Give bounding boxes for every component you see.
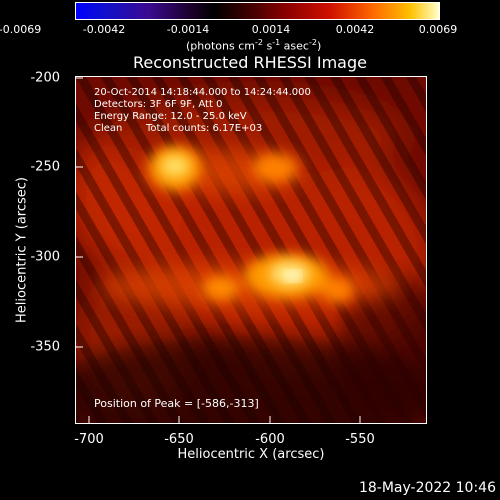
colorbar-tick: 0.0042 — [335, 23, 375, 36]
y-tick-label: -300 — [30, 249, 60, 265]
y-axis-title: Heliocentric Y (arcsec) — [14, 177, 30, 323]
x-tick-label: -600 — [255, 432, 285, 447]
colorbar-tick: -0.0069 — [0, 23, 42, 36]
colorbar-tick: -0.0042 — [82, 23, 126, 36]
rhessi-image — [75, 76, 427, 424]
rhessi-heatmap — [75, 76, 427, 424]
y-tick-label: -350 — [30, 339, 60, 355]
colorbar-unit: (photons cm-2 s-1 asec-2) — [186, 38, 322, 53]
y-tick-label: -200 — [30, 70, 60, 86]
detectors-label: Detectors: 3F 6F 9F, Att 0 — [94, 99, 223, 110]
peak-position-label: Position of Peak = [-586,-313] — [94, 397, 259, 410]
x-tick-label: -650 — [164, 432, 194, 447]
y-tick-label: -250 — [30, 159, 60, 175]
plot-frame — [75, 76, 427, 424]
plot-title: Reconstructed RHESSI Image — [133, 53, 367, 72]
colorbar-tick: -0.0014 — [166, 23, 210, 36]
time-range-label: 20-Oct-2014 14:18:44.000 to 14:24:44.000 — [94, 87, 311, 98]
x-tick-label: -700 — [74, 432, 104, 447]
colorbar-tick: 0.0014 — [251, 23, 291, 36]
x-axis-title: Heliocentric X (arcsec) — [177, 447, 325, 462]
colorbar-tick: 0.0069 — [418, 23, 458, 36]
x-tick-label: -550 — [345, 432, 375, 447]
total-counts-label: Total counts: 6.17E+03 — [146, 123, 263, 134]
algorithm-label: Clean — [94, 123, 123, 134]
render-timestamp: 18-May-2022 10:46 — [358, 480, 496, 496]
energy-range-label: Energy Range: 12.0 - 25.0 keV — [94, 111, 247, 122]
colorbar — [75, 2, 440, 20]
